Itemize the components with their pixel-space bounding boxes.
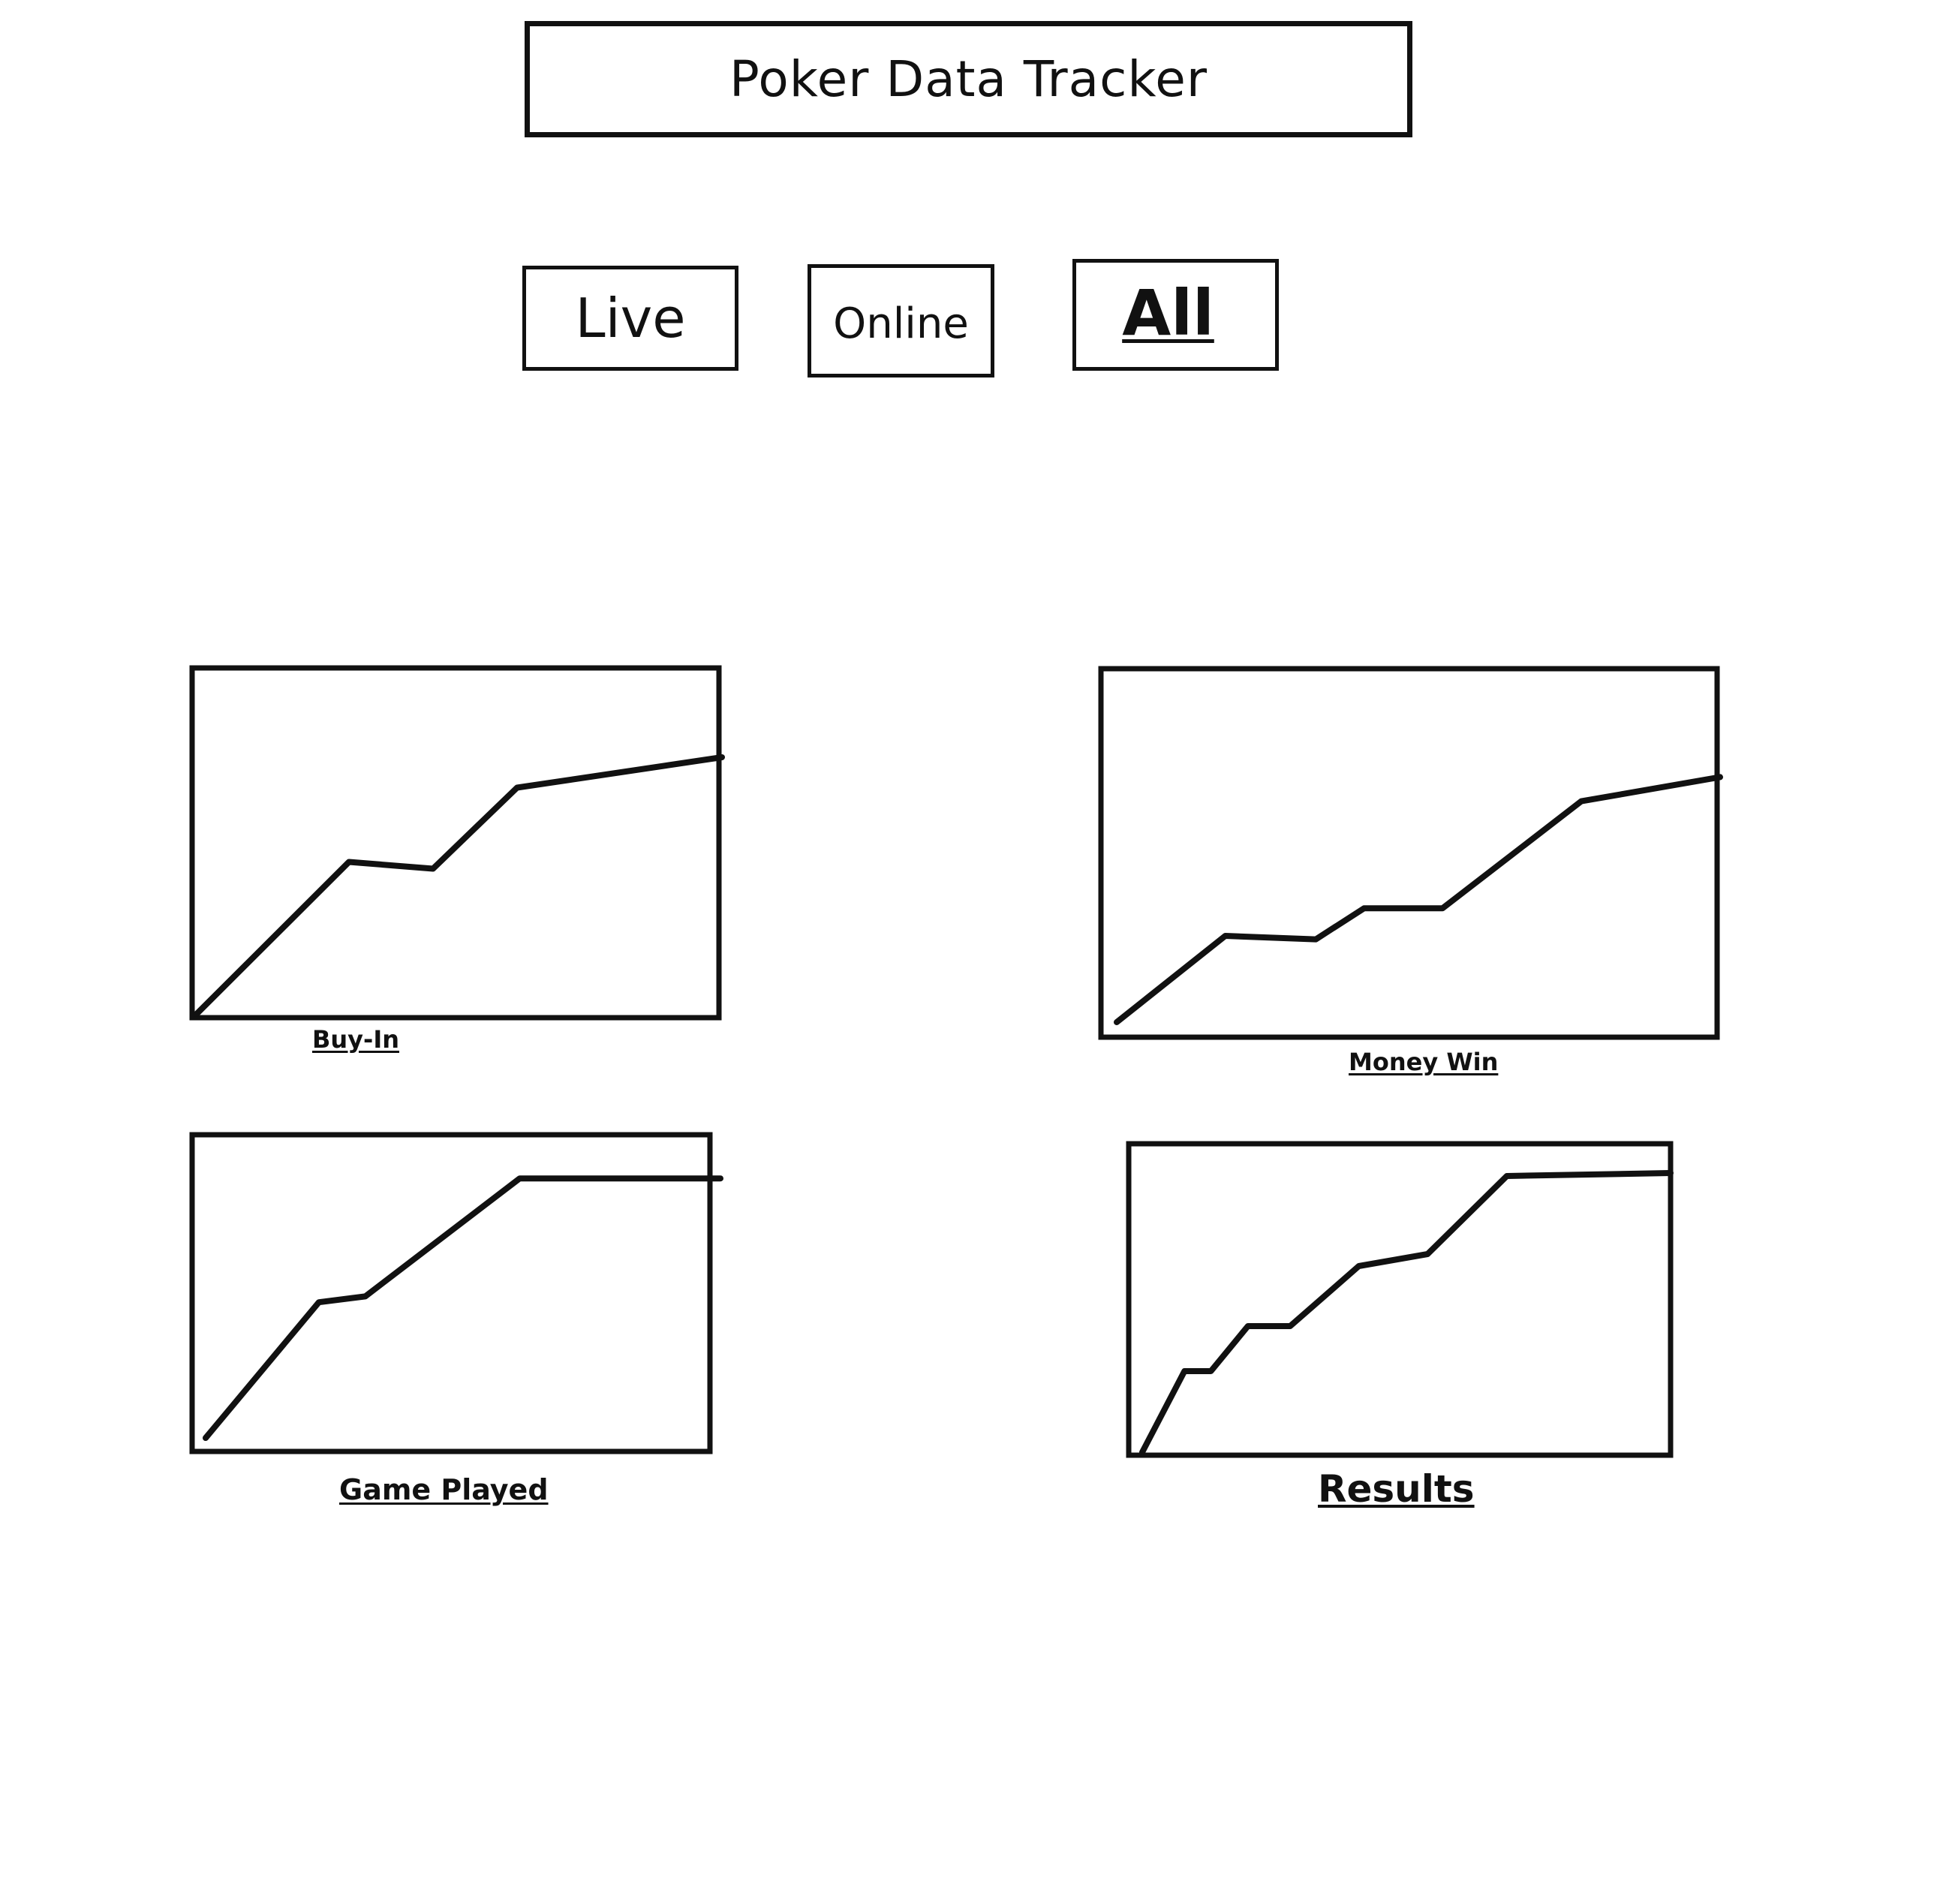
chart-frame (1126, 1141, 1674, 1458)
series-line (194, 754, 725, 1017)
filter-all-label: All (1122, 275, 1214, 350)
results-chart-label: Results (1318, 1467, 1475, 1511)
chart-frame (189, 1132, 713, 1454)
series-line (203, 1175, 723, 1441)
chart-frame (1098, 666, 1720, 1040)
game-played-chart-label: Game Played (339, 1473, 549, 1506)
series-line (1114, 774, 1723, 1025)
page-title: Poker Data Tracker (729, 50, 1208, 108)
buy-in-chart (189, 665, 725, 1021)
series-line (1139, 1170, 1674, 1455)
app-title-box: Poker Data Tracker (525, 21, 1412, 137)
filter-all-button[interactable]: All (1072, 259, 1279, 371)
filter-live-label: Live (575, 287, 686, 350)
filter-online-label: Online (833, 299, 969, 348)
money-win-chart-label: Money Win (1349, 1048, 1499, 1076)
buy-in-chart-label: Buy-In (312, 1025, 399, 1054)
filter-live-button[interactable]: Live (522, 266, 738, 371)
filter-online-button[interactable]: Online (808, 264, 994, 377)
game-played-chart (189, 1132, 723, 1454)
chart-frame (189, 665, 722, 1021)
money-win-chart (1098, 666, 1723, 1040)
results-chart (1126, 1141, 1674, 1458)
